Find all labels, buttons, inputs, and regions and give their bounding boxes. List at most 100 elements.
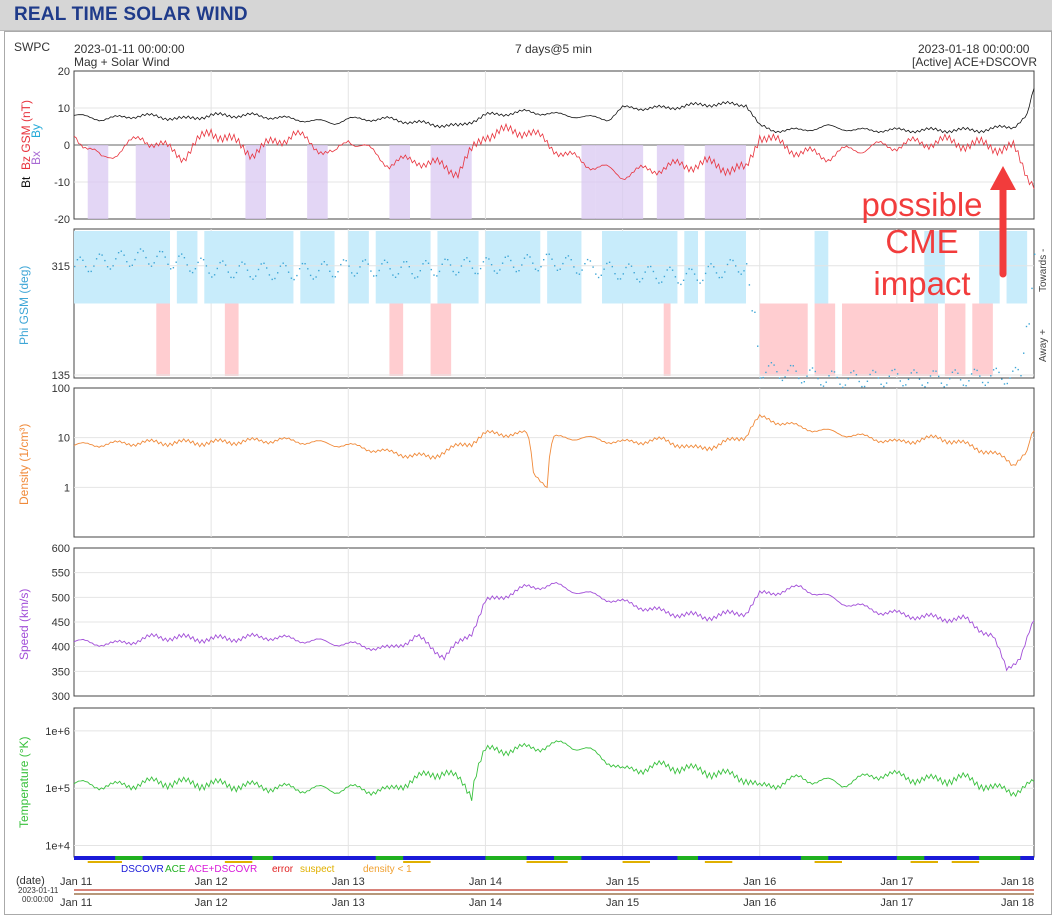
flag-suspect [910, 861, 938, 863]
phi-point [551, 258, 553, 260]
mag-tick-label: 10 [58, 103, 70, 115]
phi-toward-band [547, 231, 582, 304]
phi-point [400, 266, 402, 268]
phi-point [702, 279, 704, 282]
x-tick-label-top: Jan 14 [469, 876, 502, 888]
bz-south-band [595, 145, 644, 219]
phi-point [1017, 368, 1019, 371]
phi-point [397, 273, 400, 275]
phi-point [499, 269, 501, 271]
phi-point [1023, 352, 1025, 354]
phi-point [74, 265, 76, 268]
annotation-text-line: impact [873, 265, 970, 302]
phi-point [485, 257, 487, 259]
phi-toward-band [348, 231, 369, 304]
x-tick-label-top: Jan 18 [1001, 876, 1034, 888]
phi-point [603, 268, 605, 270]
phi-point [159, 250, 161, 253]
phi-point [940, 382, 943, 384]
phi-point [784, 376, 786, 378]
phi-point [754, 311, 756, 313]
phi-point [1025, 325, 1028, 328]
end-time: 2023-01-18 00:00:00 [918, 42, 1030, 56]
phi-point [455, 274, 457, 276]
phi-point [227, 271, 229, 273]
phi-point [496, 272, 498, 274]
phi-point [693, 273, 696, 275]
phi-point [820, 384, 822, 386]
phi-point [112, 265, 114, 267]
phi-point [205, 265, 208, 267]
speed-tick-label: 300 [52, 691, 70, 703]
phi-point [992, 369, 995, 371]
phi-point [257, 268, 260, 271]
phi-point [968, 380, 970, 382]
phi-point [447, 259, 449, 261]
phi-point [581, 269, 583, 271]
phi-point [866, 380, 869, 382]
x-tick-label-top: Jan 17 [880, 876, 913, 888]
phi-point [230, 276, 232, 279]
phi-point [411, 273, 413, 275]
bz-south-band [704, 145, 746, 219]
source-strip-ace [485, 856, 527, 860]
phi-point [436, 275, 438, 277]
phi-point [990, 375, 992, 377]
phi-point [246, 269, 249, 271]
phi-point [707, 265, 709, 268]
temperature-tick-label: 1e+5 [45, 783, 70, 795]
phi-point [493, 270, 496, 272]
phi-point [984, 384, 986, 386]
phi-toward-band [74, 231, 170, 304]
x-tick-label-top: Jan 11 [60, 876, 92, 888]
phi-point [545, 253, 548, 256]
phi-point [844, 384, 847, 386]
phi-point [364, 259, 367, 261]
phi-point [178, 255, 180, 257]
phi-point [353, 275, 356, 277]
phi-point [628, 263, 630, 265]
bz-south-band [307, 145, 328, 219]
mag-tick-label: 20 [58, 66, 70, 78]
speed-tick-label: 550 [52, 568, 70, 580]
phi-point [425, 260, 427, 262]
phi-point [290, 277, 293, 279]
bx-axis-label: Bx [29, 151, 43, 165]
phi-point [394, 276, 397, 278]
phi-point [674, 276, 677, 278]
phi-point [916, 371, 918, 374]
phi-point [274, 277, 276, 280]
phi-point [537, 270, 539, 272]
phi-away-band [944, 303, 966, 376]
phi-point [381, 263, 383, 265]
phi-point [477, 272, 479, 275]
phi-point [874, 371, 877, 373]
source-strip-ace [979, 856, 1021, 860]
phi-point [414, 277, 416, 279]
phi-point [650, 265, 652, 268]
phi-point [611, 265, 613, 268]
phi-point [929, 375, 932, 377]
bz-south-band [245, 145, 266, 219]
phi-point [949, 378, 951, 380]
phi-point [696, 279, 698, 281]
phi-point [197, 261, 199, 264]
phi-point [337, 271, 339, 273]
phi-point [170, 268, 172, 270]
phi-point [792, 365, 794, 367]
phi-point [976, 369, 978, 372]
phi-point [367, 263, 369, 265]
phi-point [655, 277, 657, 280]
flag-suspect [704, 861, 733, 863]
phi-point [809, 369, 811, 371]
title-bar: REAL TIME SOLAR WIND [0, 0, 1052, 31]
phi-point [518, 270, 520, 272]
phi-point [833, 371, 836, 373]
x-tick-label-top: Jan 15 [606, 876, 639, 888]
bz-south-band [430, 145, 472, 219]
phi-point [82, 259, 84, 261]
phi-point [847, 378, 849, 380]
phi-point [167, 263, 169, 265]
phi-point [647, 266, 649, 268]
bz-south-band [581, 145, 596, 219]
